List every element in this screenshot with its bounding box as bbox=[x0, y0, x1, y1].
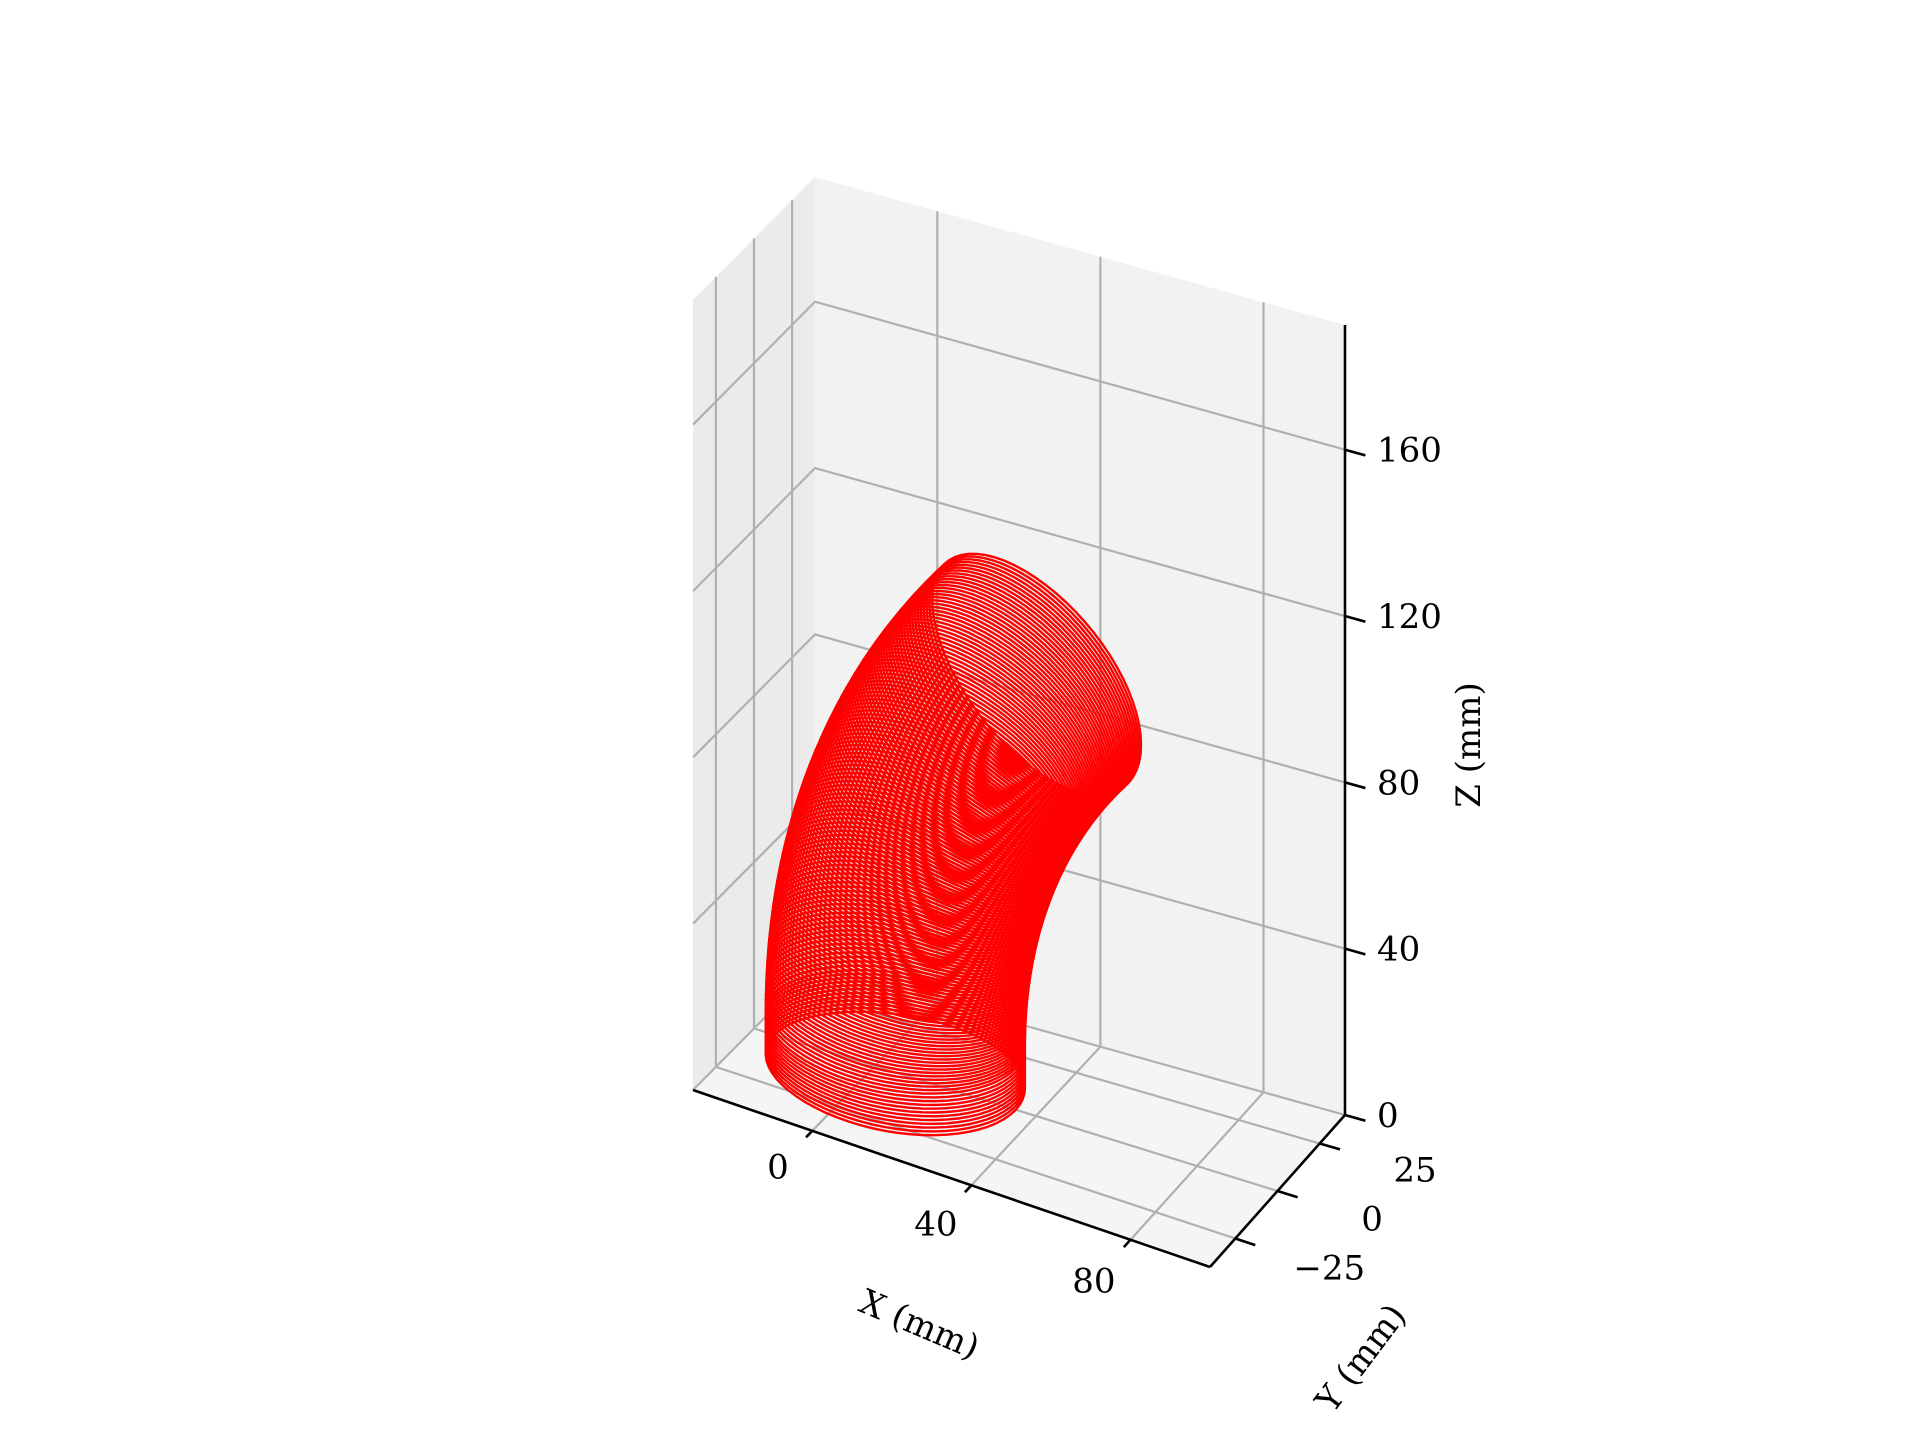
z-tick bbox=[1344, 781, 1366, 790]
y-tick-label: −25 bbox=[1293, 1249, 1365, 1289]
x-tick bbox=[963, 1184, 973, 1194]
x-tick-label: 40 bbox=[914, 1204, 957, 1244]
z-tick bbox=[1344, 1113, 1366, 1122]
y-tick bbox=[1277, 1189, 1299, 1199]
x-axis-line bbox=[692, 1088, 1211, 1269]
grid-line-z bbox=[692, 300, 1346, 451]
y-tick bbox=[1234, 1237, 1256, 1247]
z-tick bbox=[1344, 448, 1366, 457]
z-tick bbox=[1344, 947, 1366, 956]
x-tick-label: 80 bbox=[1072, 1261, 1115, 1301]
x-tick bbox=[1122, 1238, 1132, 1249]
y-tick-label: 25 bbox=[1393, 1150, 1436, 1190]
grid-line-z bbox=[692, 633, 1346, 784]
z-tick-label: 40 bbox=[1377, 930, 1420, 970]
y-tick bbox=[1319, 1142, 1341, 1151]
grid-lines bbox=[692, 200, 1346, 1241]
z-tick-label: 80 bbox=[1377, 763, 1420, 803]
tube-ring bbox=[930, 552, 1143, 797]
z-tick-label: 120 bbox=[1377, 597, 1442, 637]
y-tick-label: 0 bbox=[1361, 1200, 1383, 1240]
x-tick-label: 0 bbox=[767, 1148, 789, 1188]
x-axis-label: X (mm) bbox=[853, 1282, 985, 1368]
y-axis-label: Y (mm) bbox=[1307, 1297, 1414, 1421]
x-tick bbox=[805, 1129, 814, 1139]
z-tick-label: 0 bbox=[1377, 1096, 1399, 1136]
z-axis-label: Z (mm) bbox=[1449, 682, 1489, 807]
z-tick bbox=[1344, 614, 1366, 623]
z-tick-label: 160 bbox=[1377, 431, 1442, 471]
series-tube bbox=[764, 552, 1143, 1137]
axis-lines bbox=[692, 325, 1366, 1269]
grid-line-z bbox=[692, 466, 1346, 618]
